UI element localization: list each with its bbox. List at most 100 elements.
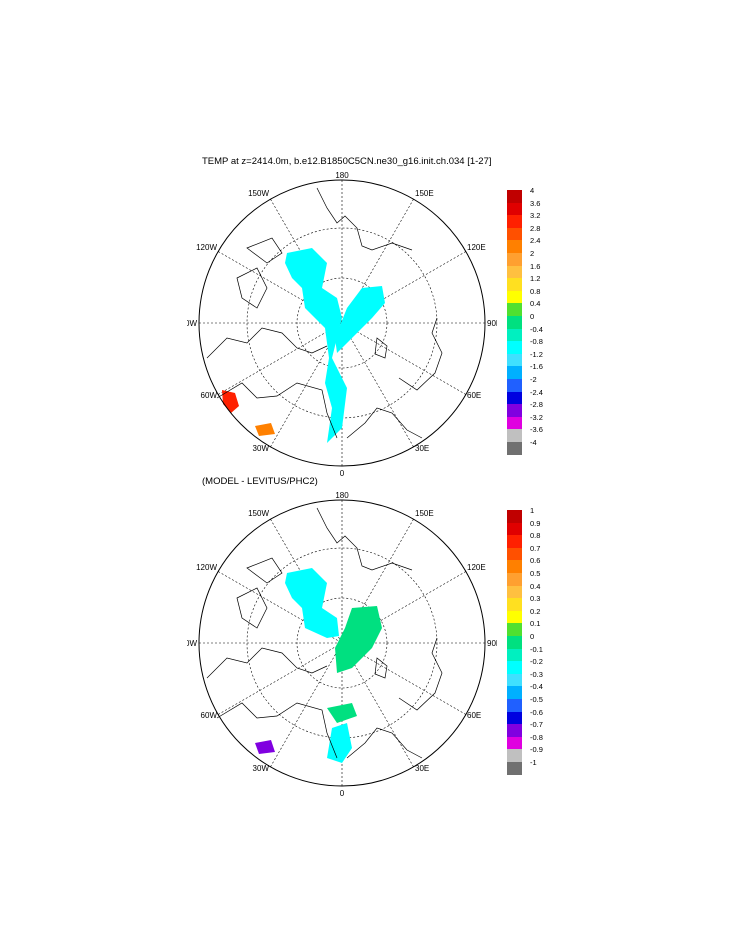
colorbar-swatch xyxy=(507,190,522,203)
lon-label-30w: 30W xyxy=(253,444,270,453)
lon-label-90w: 90W xyxy=(187,639,197,648)
colorbar-label: -4 xyxy=(530,438,537,447)
colorbar-label: 4 xyxy=(530,186,535,195)
colorbar-swatch xyxy=(507,265,522,279)
field-purple-2 xyxy=(255,740,275,754)
colorbar-label: -0.7 xyxy=(530,720,543,730)
lon-label-60e: 60E xyxy=(467,711,481,720)
lon-label-90w: 90W xyxy=(187,319,197,328)
field-cyan-1 xyxy=(285,248,385,443)
colorbar-swatch xyxy=(507,215,522,228)
colorbar-label: -0.4 xyxy=(530,324,543,334)
field-orange-1 xyxy=(255,423,275,436)
colorbar-swatch xyxy=(507,278,522,291)
lon-label-0: 0 xyxy=(340,469,345,478)
colorbar-label: 0.5 xyxy=(530,569,541,578)
colorbar-label: -0.9 xyxy=(530,745,543,755)
colorbar-label: 1.2 xyxy=(530,274,541,284)
colorbar-swatch xyxy=(507,661,522,674)
polar-map-2: 180 0 90W 90E 150W 150E 120W 120E 60W 60… xyxy=(187,491,497,798)
colorbar-swatch xyxy=(507,510,522,523)
lon-label-90e: 90E xyxy=(487,319,497,328)
colorbar-label: -2 xyxy=(530,375,537,384)
colorbar-label: 0.6 xyxy=(530,556,541,566)
colorbar-swatch xyxy=(507,762,522,775)
colorbar-swatch xyxy=(507,416,522,430)
colorbar-label: 3.6 xyxy=(530,198,541,208)
colorbar-swatch xyxy=(507,623,522,636)
lon-label-60w: 60W xyxy=(201,711,218,720)
field-green-2 xyxy=(327,606,382,723)
panel-1-title: TEMP at z=2414.0m, b.e12.B1850C5CN.ne30_… xyxy=(202,156,492,167)
colorbar-swatch xyxy=(507,711,522,725)
colorbar-label: 0.7 xyxy=(530,543,541,553)
colorbar-label: -1 xyxy=(530,758,537,767)
lon-label-30w: 30W xyxy=(253,764,270,773)
colorbar-label: -3.2 xyxy=(530,412,543,422)
colorbar-swatch xyxy=(507,585,522,599)
colorbar-swatch xyxy=(507,379,522,392)
colorbar-swatch xyxy=(507,328,522,342)
colorbar-label: 0 xyxy=(530,632,535,641)
lon-label-150e: 150E xyxy=(415,509,434,518)
colorbar-label: -0.8 xyxy=(530,732,543,742)
colorbar-swatch xyxy=(507,724,522,737)
colorbar-swatch xyxy=(507,240,522,253)
lon-label-150w: 150W xyxy=(248,509,269,518)
colorbar-swatch xyxy=(507,560,522,573)
colorbar-label: -1.6 xyxy=(530,362,543,372)
colorbar-label: 0.1 xyxy=(530,619,541,629)
colorbar-swatch xyxy=(507,598,522,611)
lon-label-180: 180 xyxy=(335,491,349,500)
colorbar-label: -2.8 xyxy=(530,400,543,410)
colorbar-1: 4 3.6 3.2 2.8 2.4 2 1.6 1.2 0.8 0.4 0 -0.4 -0.8 -1.2 -… xyxy=(507,186,567,455)
map-boundary-1 xyxy=(198,179,486,467)
polar-map-1: 180 0 90W 90E 150W 150E 120W 120E 60W 60… xyxy=(187,171,497,478)
colorbar-label: 0.8 xyxy=(530,531,541,541)
colorbar-label: 1.6 xyxy=(530,261,541,271)
colorbar-label: 2.8 xyxy=(530,223,541,233)
colorbar-swatch xyxy=(507,404,522,417)
lon-label-60e: 60E xyxy=(467,391,481,400)
colorbar-label: 0.8 xyxy=(530,286,541,296)
field-cyan-2 xyxy=(285,568,352,763)
colorbar-swatch xyxy=(507,636,522,649)
colorbar-swatch xyxy=(507,429,522,442)
colorbar-swatch xyxy=(507,353,522,367)
lon-label-120w: 120W xyxy=(196,243,217,252)
colorbar-swatch xyxy=(507,648,522,662)
colorbar-swatch xyxy=(507,290,522,304)
colorbar-swatch xyxy=(507,253,522,266)
colorbar-swatch xyxy=(507,736,522,750)
colorbar-swatch xyxy=(507,303,522,316)
lon-label-150w: 150W xyxy=(248,189,269,198)
lon-label-90e: 90E xyxy=(487,639,497,648)
coastlines-1 xyxy=(206,187,443,439)
lon-label-0: 0 xyxy=(340,789,345,798)
colorbar-swatch xyxy=(507,391,522,405)
map-boundary-2 xyxy=(198,499,486,787)
colorbar-label: -0.6 xyxy=(530,707,543,717)
colorbar-swatch xyxy=(507,610,522,624)
colorbar-label: -3.6 xyxy=(530,425,543,435)
colorbar-swatch xyxy=(507,686,522,699)
panel-2-title: (MODEL - LEVITUS/PHC2) xyxy=(202,476,318,487)
colorbar-label: -0.5 xyxy=(530,695,543,704)
colorbar-label: 0.4 xyxy=(530,299,541,309)
colorbar-label: 0 xyxy=(530,312,535,321)
colorbar-label: -0.4 xyxy=(530,682,543,692)
colorbar-label: 2.4 xyxy=(530,236,541,246)
lon-label-150e: 150E xyxy=(415,189,434,198)
colorbar-label: 0.2 xyxy=(530,606,541,616)
colorbar-swatch xyxy=(507,366,522,379)
colorbar-label: -0.3 xyxy=(530,669,543,679)
lon-label-120e: 120E xyxy=(467,563,486,572)
colorbar-swatch xyxy=(507,699,522,712)
colorbar-2: 1 0.9 0.8 0.7 0.6 0.5 0.4 0.3 0.2 0.1 0 -0.1 -0.2 -0.… xyxy=(507,506,567,775)
colorbar-label: -2.4 xyxy=(530,387,543,397)
colorbar-label: 0.3 xyxy=(530,594,541,604)
colorbar-swatch xyxy=(507,202,522,216)
colorbar-swatch xyxy=(507,227,522,241)
colorbar-swatch xyxy=(507,673,522,687)
colorbar-label: -1.2 xyxy=(530,349,543,359)
